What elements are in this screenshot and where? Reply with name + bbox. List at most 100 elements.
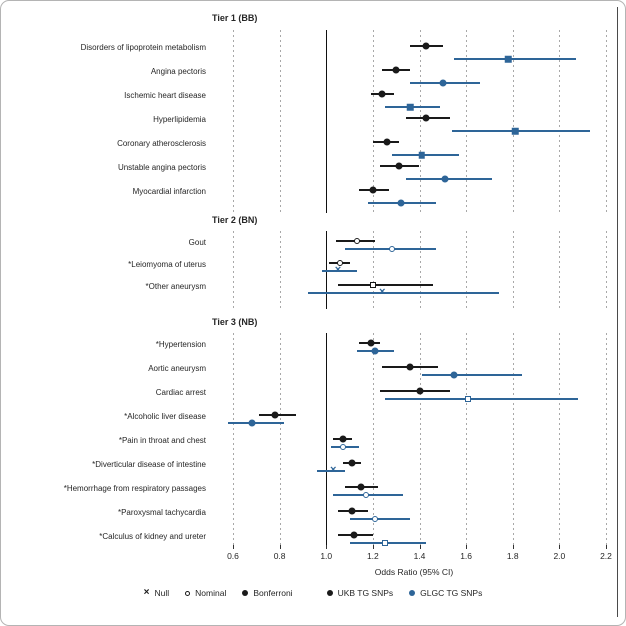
legend-label: UKB TG SNPs <box>337 588 394 598</box>
legend-label: Null <box>154 588 170 598</box>
glgc-marker-open-square <box>381 540 388 546</box>
x-axis-tick-label: 1.0 <box>320 551 333 561</box>
reference-line <box>326 30 328 213</box>
glgc-marker-filled-square <box>511 127 519 135</box>
legend-open-circle-icon <box>185 590 191 596</box>
x-axis-tick-label: 1.2 <box>366 551 379 561</box>
glgc-marker-filled-circle <box>450 371 458 379</box>
gridline <box>559 231 561 309</box>
ukb-marker-filled-circle <box>339 435 347 443</box>
row-label: *Paroxysmal tachycardia <box>117 508 206 517</box>
gridline <box>559 30 561 213</box>
ukb-marker-filled-circle <box>383 138 391 146</box>
row-label: *Pain in throat and chest <box>118 436 206 445</box>
glgc-marker-filled-circle <box>439 79 447 87</box>
gridline <box>233 231 234 309</box>
glgc-marker-filled-square <box>406 103 414 111</box>
row-label: Ischemic heart disease <box>124 91 206 100</box>
gridline <box>279 231 281 309</box>
glgc-marker-x-mark: × <box>330 463 337 476</box>
gridline <box>372 231 374 309</box>
row-label: Aortic aneurysm <box>148 364 206 373</box>
glgc-ci-line <box>454 58 576 60</box>
ukb-marker-filled-circle <box>378 90 386 98</box>
legend-item: GLGC TG SNPs <box>409 588 482 598</box>
glgc-marker-filled-circle <box>397 199 405 207</box>
row-label: Myocardial infarction <box>132 187 206 196</box>
gridline <box>279 333 281 545</box>
glgc-ci-line <box>421 374 523 376</box>
row-label: Disorders of lipoprotein metabolism <box>80 43 206 52</box>
legend-filled-circle-icon <box>326 590 333 596</box>
legend-label: Nominal <box>195 588 227 598</box>
ukb-marker-filled-circle <box>271 411 279 419</box>
gridline <box>233 333 234 545</box>
x-axis-tick <box>326 545 328 549</box>
glgc-marker-open-circle <box>362 492 369 498</box>
row-label: Hyperlipidemia <box>153 115 206 124</box>
gridline <box>233 30 234 213</box>
gridline <box>419 30 421 213</box>
x-axis-tick-label: 2.0 <box>553 551 566 561</box>
gridline <box>606 30 607 213</box>
ukb-marker-filled-circle <box>348 507 356 515</box>
glgc-marker-filled-square <box>504 55 512 63</box>
row-label: *Other aneurysm <box>145 282 206 291</box>
gridline <box>512 333 514 545</box>
glgc-ci-line <box>452 130 590 132</box>
x-axis-tick-label: 1.4 <box>413 551 426 561</box>
ukb-marker-filled-circle <box>369 186 377 194</box>
x-axis-tick <box>233 545 234 549</box>
glgc-ci-line <box>307 292 499 294</box>
ukb-marker-open-circle <box>337 260 344 266</box>
ukb-marker-filled-circle <box>350 531 358 539</box>
ukb-marker-filled-circle <box>416 387 423 395</box>
ukb-marker-filled-circle <box>395 162 403 170</box>
legend-label: GLGC TG SNPs <box>420 588 483 598</box>
legend: × Null Nominal Bonferroni UKB TG SNPs GLGC TG… <box>0 587 626 599</box>
legend-item: Bonferroni <box>242 588 293 598</box>
glgc-ci-line <box>349 518 411 520</box>
x-axis-tick <box>606 545 607 549</box>
ukb-ci-line <box>337 284 434 286</box>
row-label: *Alcoholic liver disease <box>124 412 206 421</box>
x-axis-tick <box>372 545 374 549</box>
glgc-ci-line <box>228 422 285 424</box>
glgc-ci-line <box>391 154 460 156</box>
ukb-marker-filled-circle <box>367 339 375 347</box>
glgc-marker-filled-circle <box>371 347 379 355</box>
gridline <box>512 231 514 309</box>
glgc-marker-open-circle <box>388 246 395 252</box>
row-label: Coronary atherosclerosis <box>117 139 206 148</box>
chart-right-border <box>617 7 618 617</box>
row-label: *Leiomyoma of uterus <box>128 260 206 269</box>
legend-filled-circle-icon <box>409 590 416 596</box>
x-axis-tick-label: 0.6 <box>227 551 239 561</box>
ukb-marker-filled-circle <box>422 114 430 122</box>
row-label: Angina pectoris <box>150 67 206 76</box>
ukb-marker-filled-circle <box>392 66 400 74</box>
glgc-marker-open-circle <box>339 444 346 450</box>
row-label: *Calculus of kidney and ureter <box>99 532 206 541</box>
gridline <box>372 30 374 213</box>
ukb-marker-filled-circle <box>406 363 414 371</box>
legend-label: Bonferroni <box>253 588 293 598</box>
tier-title: Tier 3 (NB) <box>212 317 258 327</box>
glgc-marker-open-circle <box>372 516 379 522</box>
tier-title: Tier 2 (BN) <box>212 215 258 225</box>
ukb-marker-filled-circle <box>357 483 365 491</box>
glgc-marker-x-mark: × <box>334 263 342 276</box>
legend-x-mark-icon: × <box>143 587 150 598</box>
x-axis-title: Odds Ratio (95% CI) <box>374 567 454 577</box>
row-label: *Hypertension <box>155 340 206 349</box>
gridline <box>419 333 421 545</box>
glgc-marker-filled-circle <box>441 175 449 183</box>
ukb-marker-open-circle <box>353 238 360 244</box>
ukb-marker-open-square <box>369 282 376 288</box>
x-axis-tick <box>419 545 421 549</box>
glgc-ci-line <box>321 270 357 272</box>
x-axis-tick-label: 0.8 <box>273 551 286 561</box>
x-axis-tick <box>512 545 514 549</box>
reference-line <box>326 231 328 309</box>
glgc-marker-filled-circle <box>248 419 256 427</box>
